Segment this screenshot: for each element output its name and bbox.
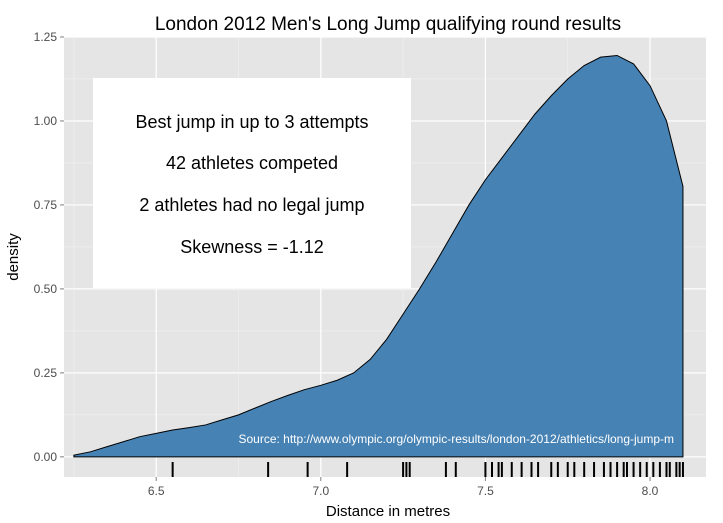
y-tick-label: 1.00 — [34, 114, 58, 128]
x-axis: 6.5 7.0 7.5 8.0 — [148, 477, 659, 498]
y-tick-label: 0.00 — [34, 450, 58, 464]
y-axis-title: density — [5, 233, 22, 281]
x-axis-title: Distance in metres — [326, 503, 450, 520]
annotation-skewness: Skewness = -1.12 — [180, 237, 324, 257]
rug-marks — [171, 462, 684, 477]
annotation-athletes: 42 athletes competed — [166, 153, 338, 173]
annotation-no-legal: 2 athletes had no legal jump — [139, 195, 364, 215]
x-tick-label: 8.0 — [642, 484, 659, 498]
annotation-box — [93, 78, 411, 288]
y-axis: 0.00 0.25 0.50 0.75 1.00 1.25 — [34, 30, 64, 464]
x-tick-label: 7.5 — [477, 484, 494, 498]
x-tick-label: 7.0 — [312, 484, 329, 498]
annotation-best-jump: Best jump in up to 3 attempts — [135, 112, 368, 132]
y-tick-label: 1.25 — [34, 30, 58, 44]
density-area — [73, 54, 684, 458]
y-tick-label: 0.50 — [34, 282, 58, 296]
y-tick-label: 0.25 — [34, 366, 58, 380]
source-note: Source: http://www.olympic.org/olympic-r… — [238, 432, 674, 446]
y-tick-label: 0.75 — [34, 198, 58, 212]
x-tick-label: 6.5 — [148, 484, 165, 498]
chart-title: London 2012 Men's Long Jump qualifying r… — [155, 14, 621, 35]
